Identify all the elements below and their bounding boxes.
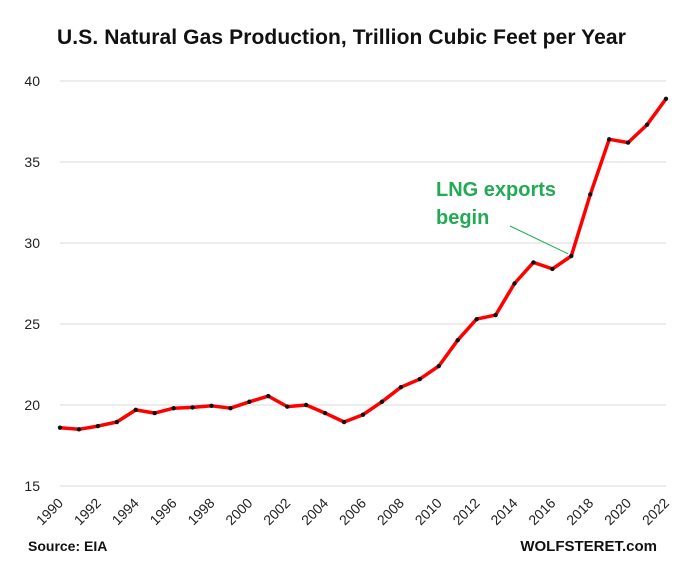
x-tick-label: 1994 [109, 495, 142, 528]
y-tick-label: 35 [24, 154, 40, 170]
y-tick-label: 20 [24, 397, 40, 413]
data-point [57, 425, 63, 430]
data-point [247, 399, 252, 404]
x-tick-label: 2010 [412, 495, 445, 528]
series-line [58, 97, 668, 432]
x-tick-labels: 1990 1992 1994 1996 1998 2000 2002 2004 2006 2008… [33, 495, 672, 528]
data-point [644, 122, 650, 127]
data-point [493, 312, 498, 318]
data-point [228, 406, 233, 411]
annotation-pointer [509, 225, 569, 255]
annotation-text: LNG exports [436, 179, 556, 201]
y-tick-label: 15 [24, 478, 40, 494]
x-tick-label: 2016 [525, 495, 558, 528]
x-tick-label: 1996 [146, 495, 179, 528]
data-point [663, 96, 669, 102]
data-point [285, 404, 290, 409]
x-tick-label: 2020 [601, 495, 634, 528]
data-point [133, 407, 138, 413]
x-tick-label: 1998 [184, 495, 217, 528]
data-point [398, 384, 404, 390]
chart-title: U.S. Natural Gas Production, Trillion Cu… [57, 26, 626, 49]
data-point [341, 419, 347, 425]
annotation-text: begin [436, 207, 489, 229]
data-point [436, 363, 441, 369]
x-tick-label: 2022 [639, 495, 672, 528]
y-tick-label: 40 [24, 73, 40, 89]
x-tick-label: 2000 [222, 495, 255, 528]
y-tick-label: 25 [24, 316, 40, 332]
watermark: WOLFSTERET.com [520, 538, 657, 555]
data-point [152, 410, 157, 416]
x-tick-label: 1990 [33, 495, 66, 528]
data-point [531, 260, 536, 265]
annotation: LNG exports begin [436, 179, 569, 255]
data-point [588, 192, 593, 197]
x-tick-label: 2002 [260, 495, 293, 528]
data-point [171, 406, 176, 411]
data-point [360, 412, 366, 417]
data-point [95, 423, 101, 429]
data-point [379, 399, 385, 404]
x-tick-label: 2014 [487, 495, 520, 528]
source-note: Source: EIA [28, 538, 108, 554]
data-point [474, 316, 479, 322]
y-tick-label: 30 [24, 235, 40, 251]
data-point [322, 410, 328, 416]
x-tick-label: 2008 [374, 495, 407, 528]
data-point [114, 419, 120, 425]
x-tick-label: 2006 [336, 495, 369, 528]
data-point [625, 140, 631, 145]
grid-lines [60, 80, 666, 487]
data-point [266, 393, 271, 399]
data-point [550, 266, 555, 272]
data-point [76, 427, 82, 432]
x-tick-label: 2012 [449, 495, 482, 528]
y-tick-labels: 15 20 25 30 35 40 [24, 73, 40, 494]
data-point [569, 253, 574, 259]
x-tick-label: 2018 [563, 495, 596, 528]
data-point [303, 402, 309, 408]
data-series [57, 96, 669, 432]
data-point [512, 281, 517, 286]
data-point [190, 405, 195, 410]
x-tick-label: 1992 [71, 495, 104, 528]
data-point [209, 403, 214, 409]
data-point [417, 376, 423, 382]
data-point [455, 338, 460, 343]
data-point [606, 137, 612, 142]
x-tick-label: 2004 [298, 495, 331, 528]
